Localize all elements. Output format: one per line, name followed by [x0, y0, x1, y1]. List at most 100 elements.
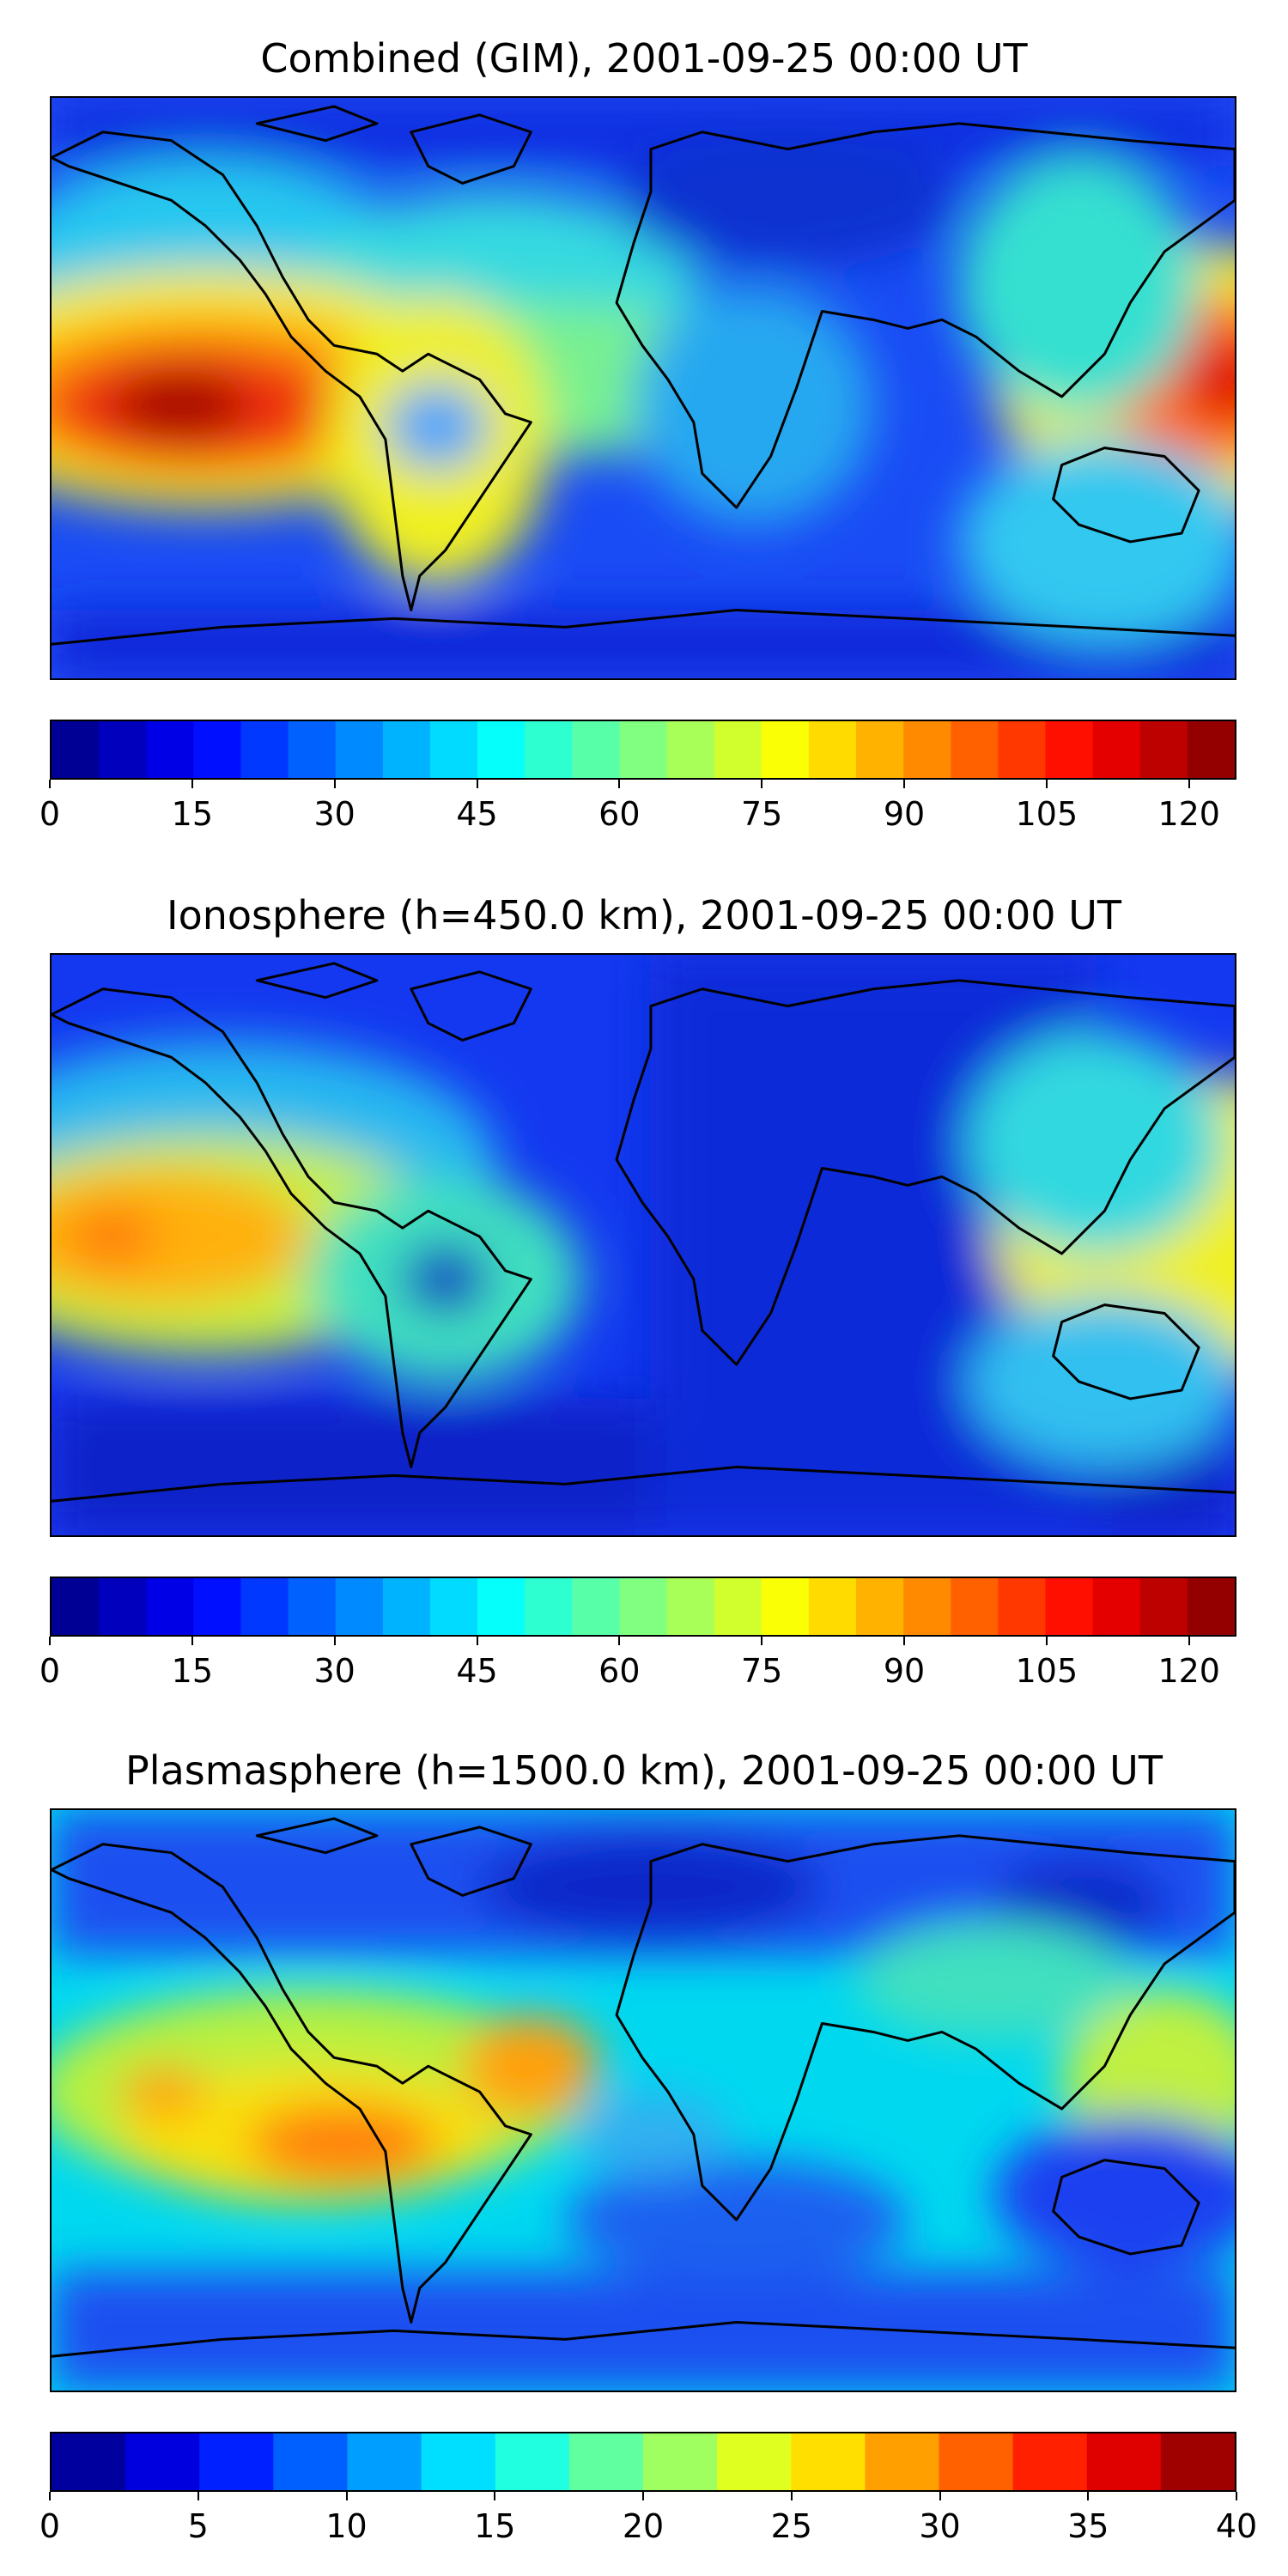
colorbar-tick-mark	[476, 780, 478, 788]
colorbar-ionosphere	[50, 1577, 1236, 1637]
colorbar-level	[1187, 721, 1235, 778]
colorbar-level	[495, 2433, 570, 2490]
colorbar-level	[273, 2433, 349, 2490]
colorbar-level	[714, 721, 762, 778]
colorbar-tick-mark	[1045, 780, 1048, 788]
coastlines	[52, 1817, 1235, 2358]
colorbar-tick-label: 120	[1157, 1652, 1220, 1690]
colorbar-tick-mark	[1188, 1637, 1190, 1645]
colorbar-level	[199, 2433, 275, 2490]
colorbar-tick-label: 15	[474, 2507, 516, 2545]
colorbar-level	[99, 721, 147, 778]
colorbar-tick-label: 10	[325, 2507, 368, 2545]
colorbar-level	[666, 721, 715, 778]
colorbar-tick-mark	[476, 1637, 478, 1645]
colorbar-level	[1086, 2433, 1162, 2490]
colorbar-level	[146, 1578, 195, 1635]
colorbar-tick-label: 45	[456, 1652, 498, 1690]
colorbar-level	[477, 721, 526, 778]
colorbar-level	[240, 721, 289, 778]
colorbar-level	[335, 1578, 384, 1635]
colorbar-tick-mark	[191, 1637, 193, 1645]
colorbar-level	[1187, 1578, 1235, 1635]
colorbar-level	[619, 721, 668, 778]
colorbar-tick-mark	[1087, 2492, 1090, 2500]
colorbar-tick-mark	[642, 2492, 644, 2500]
colorbar-level	[125, 2433, 200, 2490]
colorbar-level	[1139, 721, 1188, 778]
colorbar-tick-label: 0	[39, 795, 61, 833]
colorbar-level	[335, 721, 384, 778]
colorbar-level	[951, 721, 999, 778]
colorbar-tick-label: 90	[883, 1652, 926, 1690]
colorbar-level	[347, 2433, 422, 2490]
colorbar-tick-label: 30	[313, 1652, 355, 1690]
colorbar-tick-mark	[49, 1637, 51, 1645]
colorbar-tick-label: 60	[598, 1652, 641, 1690]
colorbar-tick-label: 5	[187, 2507, 209, 2545]
colorbar-level	[382, 721, 431, 778]
colorbar-level	[865, 2433, 940, 2490]
colorbar-tick-label: 75	[741, 1652, 783, 1690]
colorbar-level	[998, 1578, 1047, 1635]
colorbar-tick-mark	[903, 1637, 906, 1645]
colorbar-tick-mark	[903, 780, 906, 788]
colorbar-level	[856, 1578, 904, 1635]
coastlines	[52, 962, 1235, 1503]
colorbar-tick-label: 20	[622, 2507, 665, 2545]
colorbar-level	[903, 1578, 951, 1635]
colorbar-level	[288, 1578, 337, 1635]
colorbar-tick-mark	[333, 1637, 336, 1645]
colorbar-level	[643, 2433, 718, 2490]
colorbar-tick-label: 90	[883, 795, 926, 833]
colorbar-level	[99, 1578, 147, 1635]
colorbar-level	[1012, 2433, 1088, 2490]
colorbar-level	[1045, 1578, 1094, 1635]
colorbar-tick-mark	[618, 1637, 621, 1645]
colorbar-tick-mark	[1188, 780, 1190, 788]
colorbar-level	[52, 2433, 126, 2490]
colorbar-plasmasphere	[50, 2432, 1236, 2492]
map-ionosphere	[50, 953, 1236, 1537]
colorbar-level	[1160, 2433, 1235, 2490]
colorbar-tick-mark	[494, 2492, 496, 2500]
colorbar-tick-label: 0	[39, 2507, 61, 2545]
colorbar-tick-mark	[939, 2492, 941, 2500]
colorbar-level	[421, 2433, 496, 2490]
colorbar-tick-label: 105	[1015, 1652, 1078, 1690]
colorbar-level	[52, 721, 100, 778]
colorbar-tick-mark	[761, 780, 763, 788]
colorbar-level	[856, 721, 904, 778]
colorbar-tick-label: 60	[598, 795, 641, 833]
colorbar-level	[808, 721, 857, 778]
colorbar-level	[619, 1578, 668, 1635]
colorbar-level	[193, 721, 242, 778]
panel-combined-title: Combined (GIM), 2001-09-25 00:00 UT	[260, 35, 1028, 82]
colorbar-tick-label: 105	[1015, 795, 1078, 833]
colorbar-tick-label: 75	[741, 795, 783, 833]
colorbar-tick-mark	[1236, 2492, 1237, 2500]
colorbar-tick-label: 0	[39, 1652, 61, 1690]
colorbar-level	[939, 2433, 1014, 2490]
colorbar-tick-mark	[191, 780, 193, 788]
colorbar-level	[903, 721, 951, 778]
colorbar-level	[477, 1578, 526, 1635]
colorbar-level	[666, 1578, 715, 1635]
colorbar-combined-ticks: 0 15 30 45 60 75 90 105 120	[39, 780, 1236, 833]
colorbar-tick-label: 35	[1067, 2507, 1109, 2545]
colorbar-tick-label: 25	[770, 2507, 812, 2545]
map-plasmasphere	[50, 1808, 1236, 2392]
colorbar-level	[288, 721, 337, 778]
colorbar-level	[568, 2433, 644, 2490]
colorbar-tick-label: 30	[919, 2507, 961, 2545]
colorbar-level	[52, 1578, 100, 1635]
colorbar-level	[193, 1578, 242, 1635]
colorbar-level	[525, 721, 574, 778]
colorbar-level	[572, 1578, 621, 1635]
colorbar-level	[572, 721, 621, 778]
colorbar-level	[525, 1578, 574, 1635]
colorbar-tick-label: 30	[313, 795, 355, 833]
colorbar-level	[429, 721, 478, 778]
colorbar-level	[808, 1578, 857, 1635]
colorbar-plasmasphere-ticks: 0 5 10 15 20 25 30 35 40	[39, 2492, 1257, 2545]
